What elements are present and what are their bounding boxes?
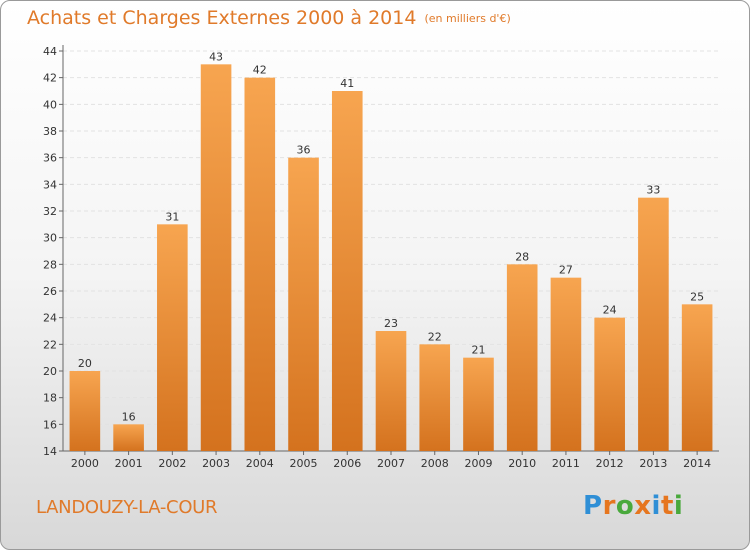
- data-label: 43: [209, 50, 223, 63]
- bar: [69, 371, 101, 451]
- x-tick-label: 2012: [596, 457, 624, 470]
- logo-letter: x: [634, 491, 652, 521]
- data-label: 22: [428, 330, 442, 343]
- y-tick-label: 34: [43, 178, 57, 191]
- bar: [200, 64, 232, 452]
- bar: [113, 424, 144, 451]
- bar: [594, 317, 625, 451]
- data-label: 28: [515, 250, 529, 263]
- chart-title-text: Achats et Charges Externes 2000 à 2014: [27, 7, 417, 29]
- y-tick-label: 30: [43, 232, 57, 245]
- bar: [681, 304, 713, 451]
- x-tick-label: 2001: [115, 457, 143, 470]
- bar: [375, 331, 407, 451]
- data-label: 25: [690, 290, 704, 303]
- y-tick-label: 28: [43, 258, 57, 271]
- bar: [331, 91, 363, 451]
- x-tick-label: 2008: [421, 457, 449, 470]
- y-tick-label: 38: [43, 125, 57, 138]
- x-tick-label: 2014: [683, 457, 711, 470]
- bar: [506, 264, 538, 451]
- y-tick-label: 32: [43, 205, 57, 218]
- logo-letter: r: [602, 491, 616, 521]
- logo-letter: t: [660, 491, 674, 521]
- y-tick-label: 16: [43, 418, 57, 431]
- data-label: 36: [297, 144, 311, 157]
- x-tick-label: 2007: [377, 457, 405, 470]
- commune-name: LANDOUZY-LA-COUR: [36, 497, 218, 518]
- data-label: 20: [78, 357, 92, 370]
- x-tick-label: 2010: [508, 457, 536, 470]
- proxiti-logo: Proxiti: [583, 491, 683, 521]
- x-tick-label: 2002: [158, 457, 186, 470]
- x-tick-label: 2000: [71, 457, 99, 470]
- chart-subtitle: (en milliers d'€): [424, 12, 511, 25]
- data-label: 21: [471, 344, 485, 357]
- logo-letter: o: [615, 491, 635, 521]
- data-label: 41: [340, 77, 354, 90]
- bar: [288, 157, 319, 451]
- labels: 14 16 18 20 22 24 26 28 30 32 34 36 38 40 42 44 20 2000 16…: [43, 45, 711, 470]
- y-tick-label: 36: [43, 152, 57, 165]
- y-tick-label: 44: [43, 45, 57, 58]
- data-label: 42: [253, 64, 267, 77]
- y-tick-label: 22: [43, 338, 57, 351]
- x-tick-label: 2004: [246, 457, 274, 470]
- data-label: 27: [559, 264, 573, 277]
- x-tick-label: 2011: [552, 457, 580, 470]
- bar: [463, 357, 494, 451]
- data-label: 24: [603, 304, 617, 317]
- bars: [69, 64, 713, 452]
- y-tick-label: 20: [43, 365, 57, 378]
- bar: [419, 344, 451, 451]
- bar: [638, 197, 669, 451]
- y-tick-label: 42: [43, 72, 57, 85]
- x-tick-label: 2005: [290, 457, 318, 470]
- logo-letter: i: [673, 491, 684, 521]
- x-tick-label: 2013: [639, 457, 667, 470]
- data-label: 16: [122, 410, 136, 423]
- bar: [550, 277, 582, 451]
- x-tick-label: 2003: [202, 457, 230, 470]
- y-tick-label: 18: [43, 392, 57, 405]
- y-tick-label: 24: [43, 312, 57, 325]
- x-tick-label: 2006: [333, 457, 361, 470]
- x-tick-label: 2009: [464, 457, 492, 470]
- logo-letter: P: [583, 491, 603, 521]
- data-label: 23: [384, 317, 398, 330]
- logo-letter: i: [651, 491, 661, 521]
- y-tick-label: 26: [43, 285, 57, 298]
- data-label: 33: [646, 184, 660, 197]
- y-tick-label: 14: [43, 445, 57, 458]
- data-label: 31: [165, 210, 179, 223]
- y-tick-label: 40: [43, 98, 57, 111]
- chart-title: Achats et Charges Externes 2000 à 2014 (e…: [27, 7, 511, 29]
- bar: [157, 224, 188, 451]
- bar: [244, 77, 276, 452]
